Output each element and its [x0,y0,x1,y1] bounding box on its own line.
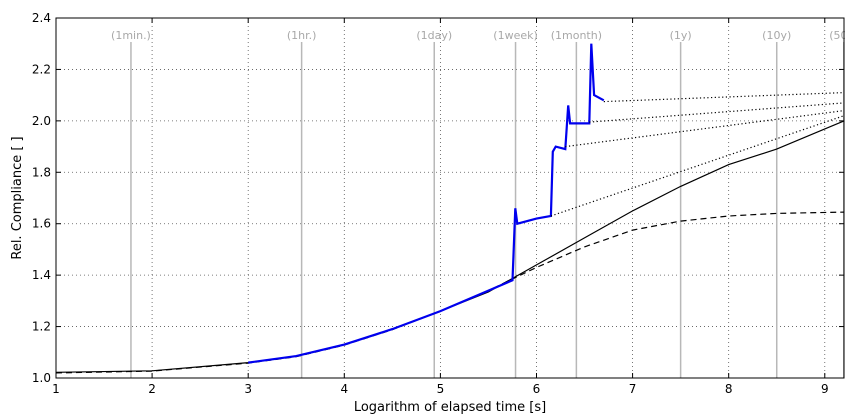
y-tick-label: 2.2 [32,62,51,76]
y-tick-label: 2.4 [32,11,51,25]
time-marker-label: (50y) [829,29,845,42]
x-tick-label: 3 [244,382,252,396]
time-marker-label: (1month) [551,29,602,42]
time-marker-label: (1min.) [111,29,151,42]
x-tick-label: 2 [148,382,156,396]
series-line-dotted-6 [603,92,845,103]
y-tick-label: 1.4 [32,268,51,282]
time-marker-label: (1hr.) [287,29,317,42]
axis-ticks: 1 2 3 4 5 6 7 8 9 1.0 1.2 1.4 1.6 1.8 2.0 2.2 2.4 [32,11,844,396]
x-tick-label: 7 [629,382,637,396]
y-tick-label: 1.2 [32,320,51,334]
x-tick-label: 6 [533,382,541,396]
y-tick-label: 1.8 [32,165,51,179]
x-tick-label: 5 [437,382,445,396]
series-line-dotted-4 [565,110,845,148]
time-marker-label: (10y) [762,29,791,42]
y-axis-label: Rel. Compliance [ ] [10,136,25,259]
x-tick-label: 1 [52,382,60,396]
x-axis-label: Logarithm of elapsed time [s] [354,400,546,415]
plot-frame [55,17,845,379]
series-line-solid-2 [248,43,605,364]
y-tick-label: 1.6 [32,217,51,231]
x-tick-label: 9 [821,382,829,396]
y-tick-label: 1.0 [32,371,51,385]
time-marker-label: (1y) [670,29,692,42]
time-marker-label: (1day) [416,29,452,42]
data-series [55,43,845,374]
x-tick-label: 8 [725,382,733,396]
x-tick-label: 4 [340,382,348,396]
y-tick-label: 2.0 [32,114,51,128]
time-marker-label: (1week) [493,29,537,42]
